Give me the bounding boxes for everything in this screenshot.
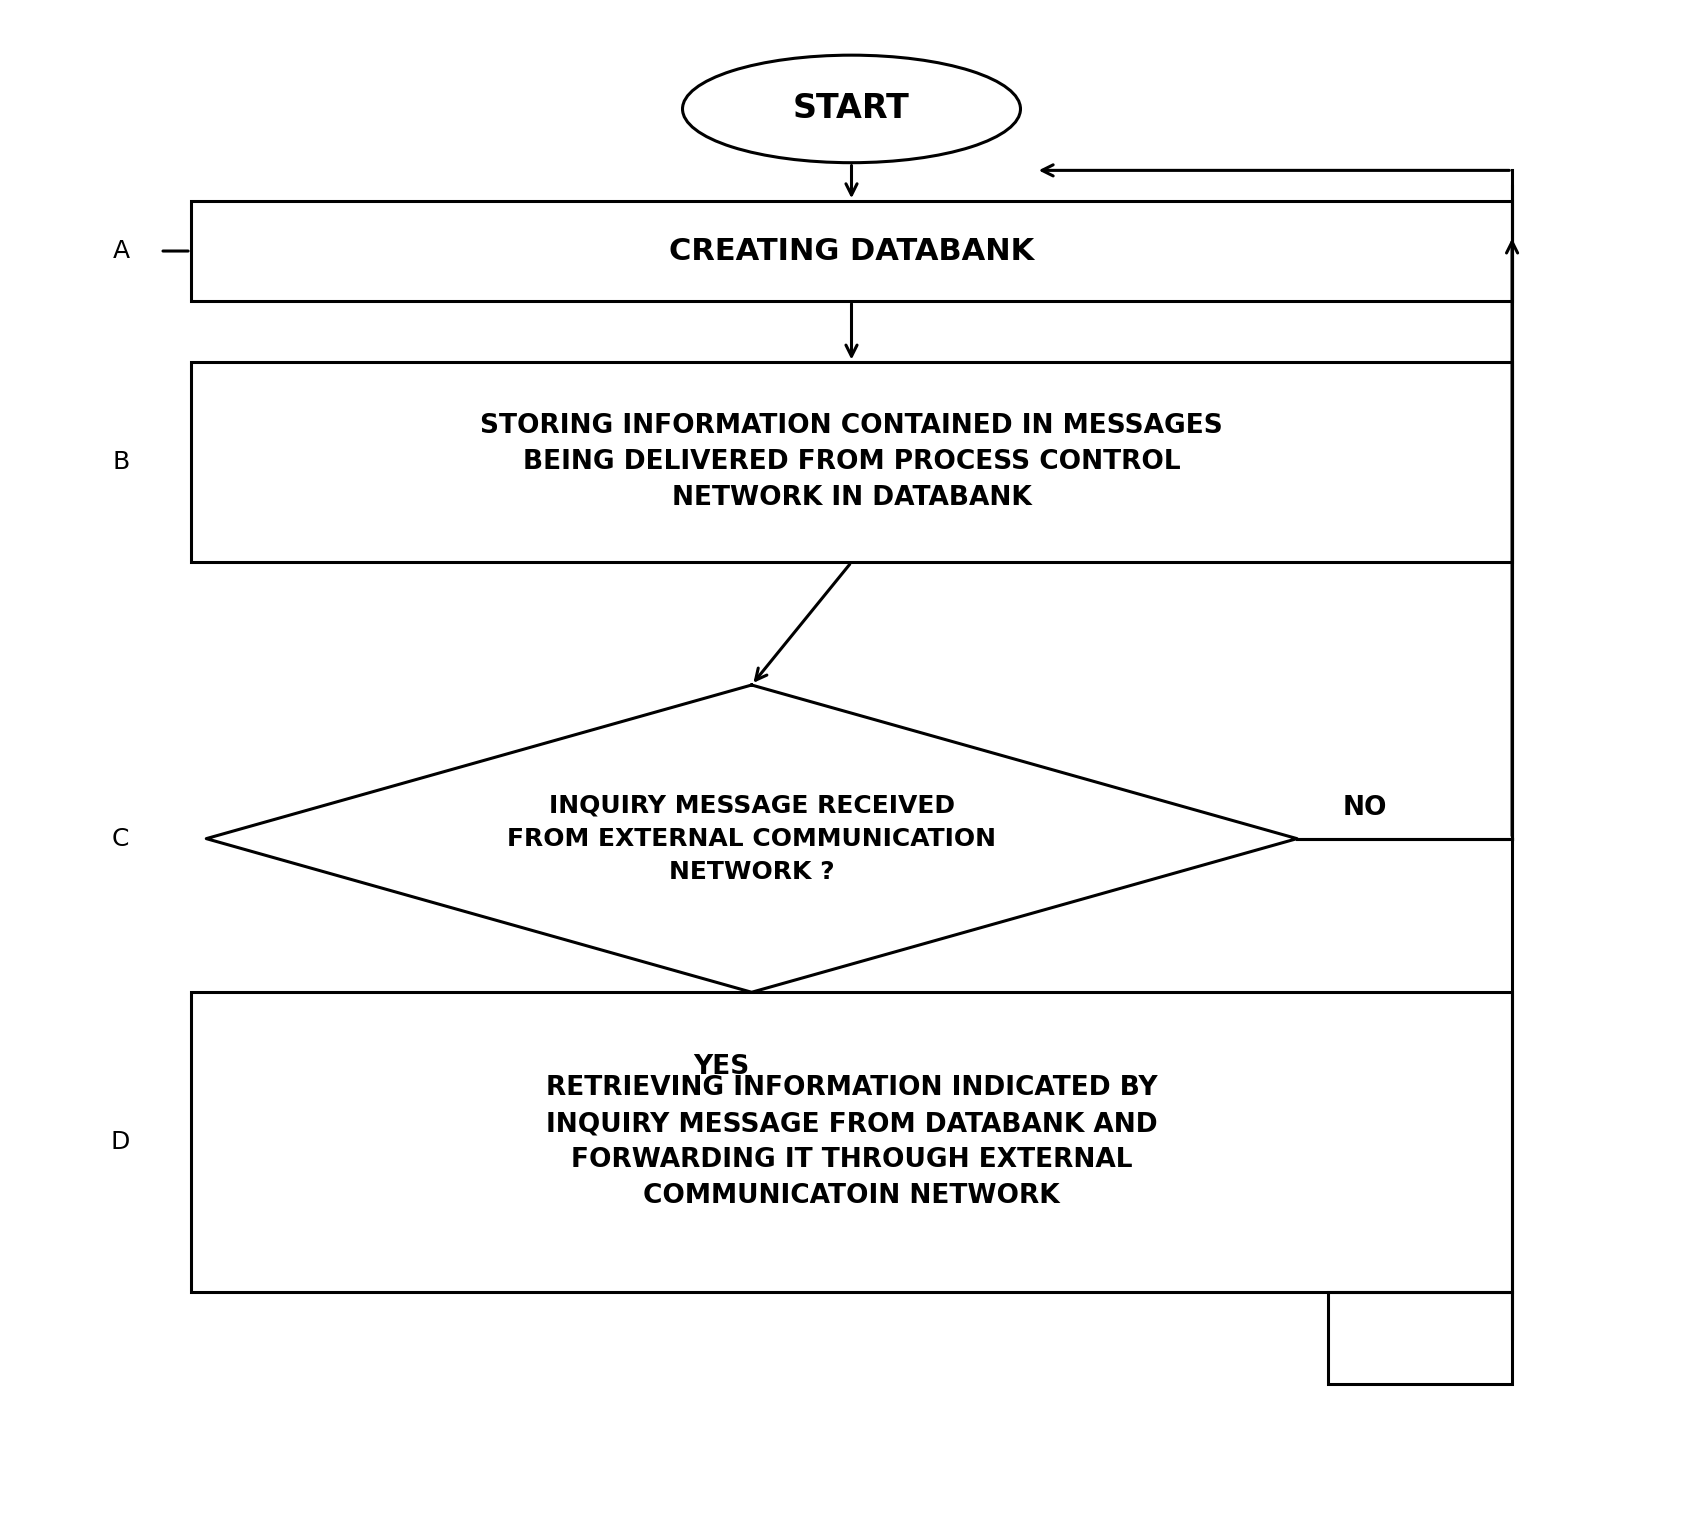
Text: A: A: [112, 239, 129, 263]
Text: C: C: [112, 826, 129, 851]
Text: NO: NO: [1344, 796, 1388, 820]
Text: RETRIEVING INFORMATION INDICATED BY
INQUIRY MESSAGE FROM DATABANK AND
FORWARDING: RETRIEVING INFORMATION INDICATED BY INQU…: [545, 1076, 1158, 1210]
Text: INQUIRY MESSAGE RECEIVED
FROM EXTERNAL COMMUNICATION
NETWORK ?: INQUIRY MESSAGE RECEIVED FROM EXTERNAL C…: [507, 793, 996, 883]
Text: CREATING DATABANK: CREATING DATABANK: [669, 237, 1034, 266]
Text: YES: YES: [693, 1054, 749, 1080]
Text: START: START: [794, 92, 909, 125]
Text: B: B: [112, 451, 129, 474]
Text: D: D: [111, 1130, 129, 1154]
Text: STORING INFORMATION CONTAINED IN MESSAGES
BEING DELIVERED FROM PROCESS CONTROL
N: STORING INFORMATION CONTAINED IN MESSAGE…: [480, 414, 1223, 511]
